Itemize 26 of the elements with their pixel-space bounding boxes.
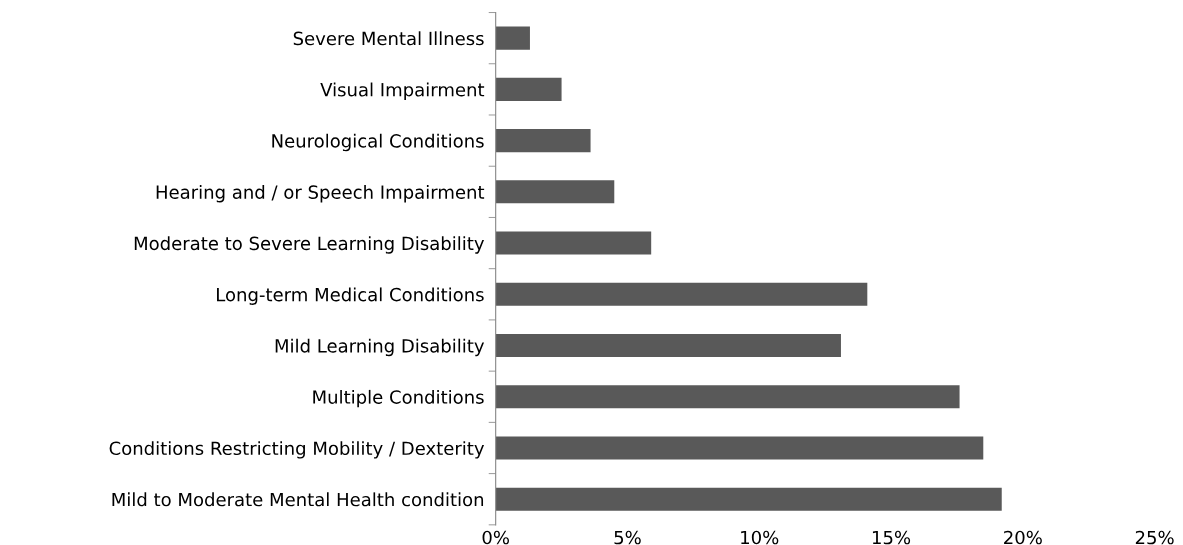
bar: [495, 282, 868, 306]
y-tick-label: Severe Mental Illness: [293, 31, 484, 46]
y-tick-label: Moderate to Severe Learning Disability: [134, 236, 485, 254]
bar: [495, 334, 841, 358]
bar: [495, 26, 530, 50]
bar: [495, 385, 960, 409]
x-tick-label: 10%: [741, 530, 779, 545]
bar: [495, 77, 562, 101]
bar: [495, 180, 615, 204]
y-tick-label: Visual Impairment: [320, 82, 485, 100]
y-tick-label: Hearing and / or Speech Impairment: [156, 184, 485, 203]
x-tick-label: 15%: [872, 530, 911, 545]
bar: [495, 129, 591, 153]
y-tick-label: Conditions Restricting Mobility / Dexterity: [109, 441, 485, 459]
y-tick-label: Mild Learning Disability: [275, 338, 485, 357]
y-tick-label: Long-term Medical Conditions: [217, 287, 484, 305]
x-tick-label: 0%: [482, 530, 509, 545]
y-tick-label: Neurological Conditions: [272, 133, 484, 152]
bar: [495, 436, 984, 460]
x-tick-label: 25%: [1135, 530, 1174, 545]
y-tick-label: Multiple Conditions: [313, 389, 484, 408]
bar: [495, 231, 652, 255]
bar: [495, 487, 1002, 511]
y-tick-label: Mild to Moderate Mental Health condition: [112, 492, 484, 507]
x-tick-label: 5%: [614, 530, 641, 545]
x-tick-label: 20%: [1004, 530, 1042, 545]
